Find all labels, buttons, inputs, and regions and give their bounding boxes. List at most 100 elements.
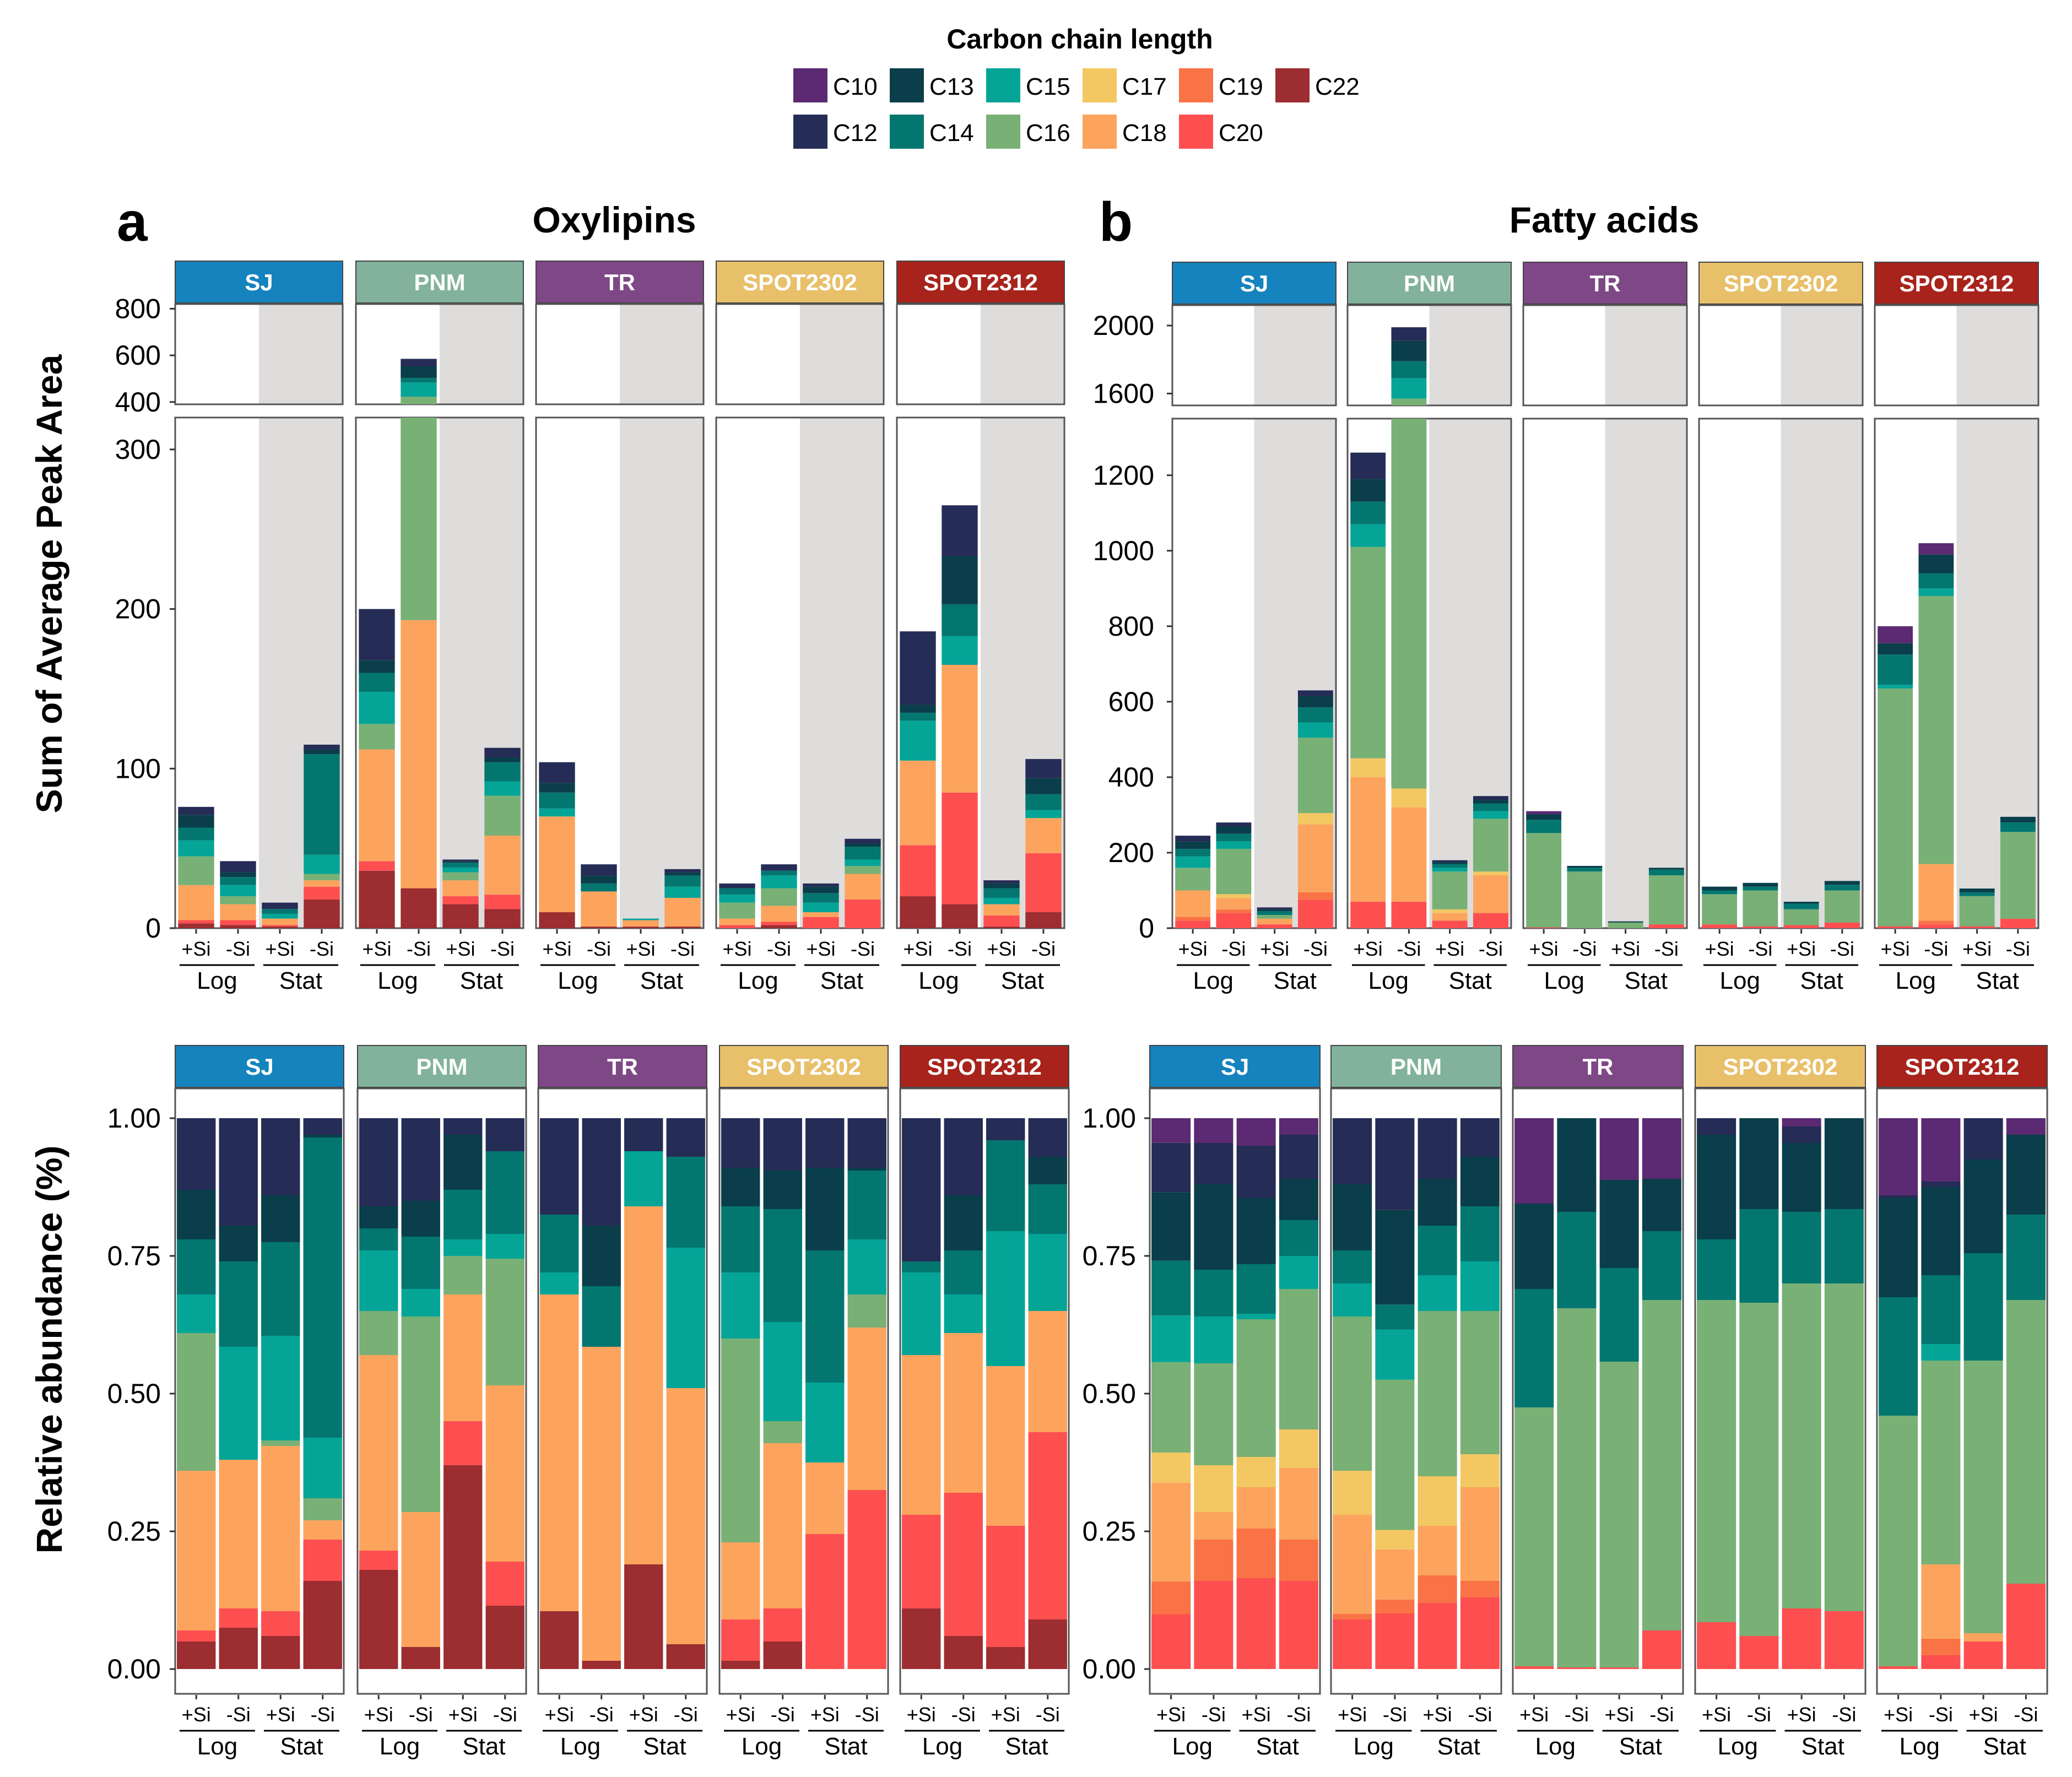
bar-segment-c13 [1782,1143,1821,1212]
treatment-label: +Si [181,938,210,960]
bar-segment-c16 [1824,890,1860,923]
treatment-label: -Si [851,938,875,960]
legend-label-c19: C19 [1219,73,1263,100]
bar-segment-c14 [942,604,978,636]
bar-segment-c12 [219,1118,258,1226]
bar-segment-c20 [805,1534,845,1669]
phase-label: Stat [1437,1733,1480,1760]
bar-segment-c12 [902,1118,941,1261]
bar-segment-c13 [1697,1135,1736,1239]
bar-segment-c12 [719,883,755,888]
bar-segment-c10 [1642,1118,1681,1179]
facet-sj: SJ +Si -Si +Si -Si Log Stat [174,261,344,994]
bar-segment-c18 [219,1460,258,1608]
bar-segment-c16 [1878,688,1913,927]
legend-title: Carbon chain length [946,24,1213,55]
bar-segment-c20 [719,925,755,928]
treatment-label: -Si [1565,1703,1589,1726]
bar-segment-c15 [1473,811,1508,819]
bar-segment-c14 [1783,903,1819,909]
bar-segment-c14 [719,888,755,895]
bar-segment-c18 [401,620,437,888]
treatment-label: +Si [364,1703,393,1726]
bar-segment-c10 [1921,1118,1961,1182]
bar-segment-c14 [1514,1289,1554,1407]
facet-strip [355,261,524,304]
facet-strip [175,1045,344,1088]
bar-segment-c13 [900,705,936,713]
bar-segment-c15 [1297,722,1333,738]
bar-segment-c20 [1782,1608,1821,1669]
bar-segment-c15 [401,1289,440,1317]
bar-segment-c18 [664,897,701,927]
bar-segment-c20 [1783,925,1819,928]
treatment-label: +Si [626,938,655,960]
bar-segment-c12 [177,1118,216,1190]
bar-segment-c18 [1216,898,1252,909]
bar-segment-c12 [485,1118,524,1151]
bar-segment-c15 [763,1322,802,1421]
bar-segment-c22 [623,927,659,928]
bar-segment-c14 [1878,654,1913,685]
bar-segment-c14 [1567,868,1603,872]
bar-segment-c10 [1526,811,1562,815]
y-tick-label: 200 [115,594,161,625]
bar-segment-c12 [664,869,701,873]
treatment-label: -Si [1649,1703,1674,1726]
bar-segment-c14 [1297,707,1333,723]
bar-segment-c18 [803,912,839,917]
bar-segment-c15 [902,1272,941,1355]
bar-segment-c19 [1460,1581,1500,1597]
y-axis-title-bottom: Relative abundance (%) [29,1146,69,1554]
legend-swatch-c10 [793,68,827,102]
bar-segment-c20 [219,1608,258,1628]
treatment-label: -Si [2014,1703,2038,1726]
bar-segment-c12 [1418,1118,1457,1179]
legend-label-c13: C13 [929,73,974,100]
legend-label-c15: C15 [1026,73,1070,100]
facet-pnm: PNM +Si -Si +Si -Si Log Stat [1330,1045,1502,1760]
bar-segment-c13 [1279,1179,1318,1220]
bar-segment-c16 [847,1294,886,1328]
bar-segment-c16 [1473,819,1508,872]
stationary-shade [1605,419,1686,928]
bar-segment-c18 [1279,1468,1318,1540]
treatment-label: -Si [2006,938,2030,960]
bar-segment-c18 [581,891,617,927]
bar-segment-c15 [1279,1256,1318,1289]
bar-segment-c15 [1194,1317,1234,1363]
bar-segment-c22 [359,1570,398,1669]
bar-segment-c22 [983,927,1020,928]
bar-segment-c20 [261,1611,300,1636]
bar-segment-c16 [2000,832,2036,919]
bar-segment-c22 [666,1644,705,1669]
bar-segment-c12 [1697,1118,1736,1135]
phase-label: Log [1718,1733,1758,1760]
bar-segment-c18 [261,1446,300,1611]
legend-swatch-c15 [986,68,1020,102]
facet-strip-label: SPOT2312 [1905,1054,2020,1080]
bar-segment-c15 [1878,685,1913,689]
bar-segment-c12 [359,609,395,660]
bar-segment-c20 [303,1540,342,1581]
bar-segment-c18 [1297,824,1333,892]
legend-item-c16: C16 [986,115,1070,149]
bar-segment-c13 [803,886,839,893]
bar-segment-c19 [1194,1540,1234,1581]
treatment-label: +Si [1156,1703,1186,1726]
y-tick-label: 600 [115,340,161,371]
bar-segment-c15 [484,781,521,796]
bar-segment-c12 [1391,327,1427,341]
bar-segment-c22 [401,1647,440,1669]
y-tick-label: 0.50 [107,1378,161,1409]
bar-segment-c13 [1921,1187,1961,1275]
bar-segment-c14 [2006,1215,2046,1300]
bar-segment-c16 [304,874,340,881]
phase-label: Log [558,967,598,994]
bar-segment-c22 [763,1641,802,1669]
treatment-label: +Si [265,938,294,960]
bar-segment-c18 [942,665,978,793]
phase-label: Log [380,1733,420,1760]
bar-segment-c15 [721,1272,760,1339]
